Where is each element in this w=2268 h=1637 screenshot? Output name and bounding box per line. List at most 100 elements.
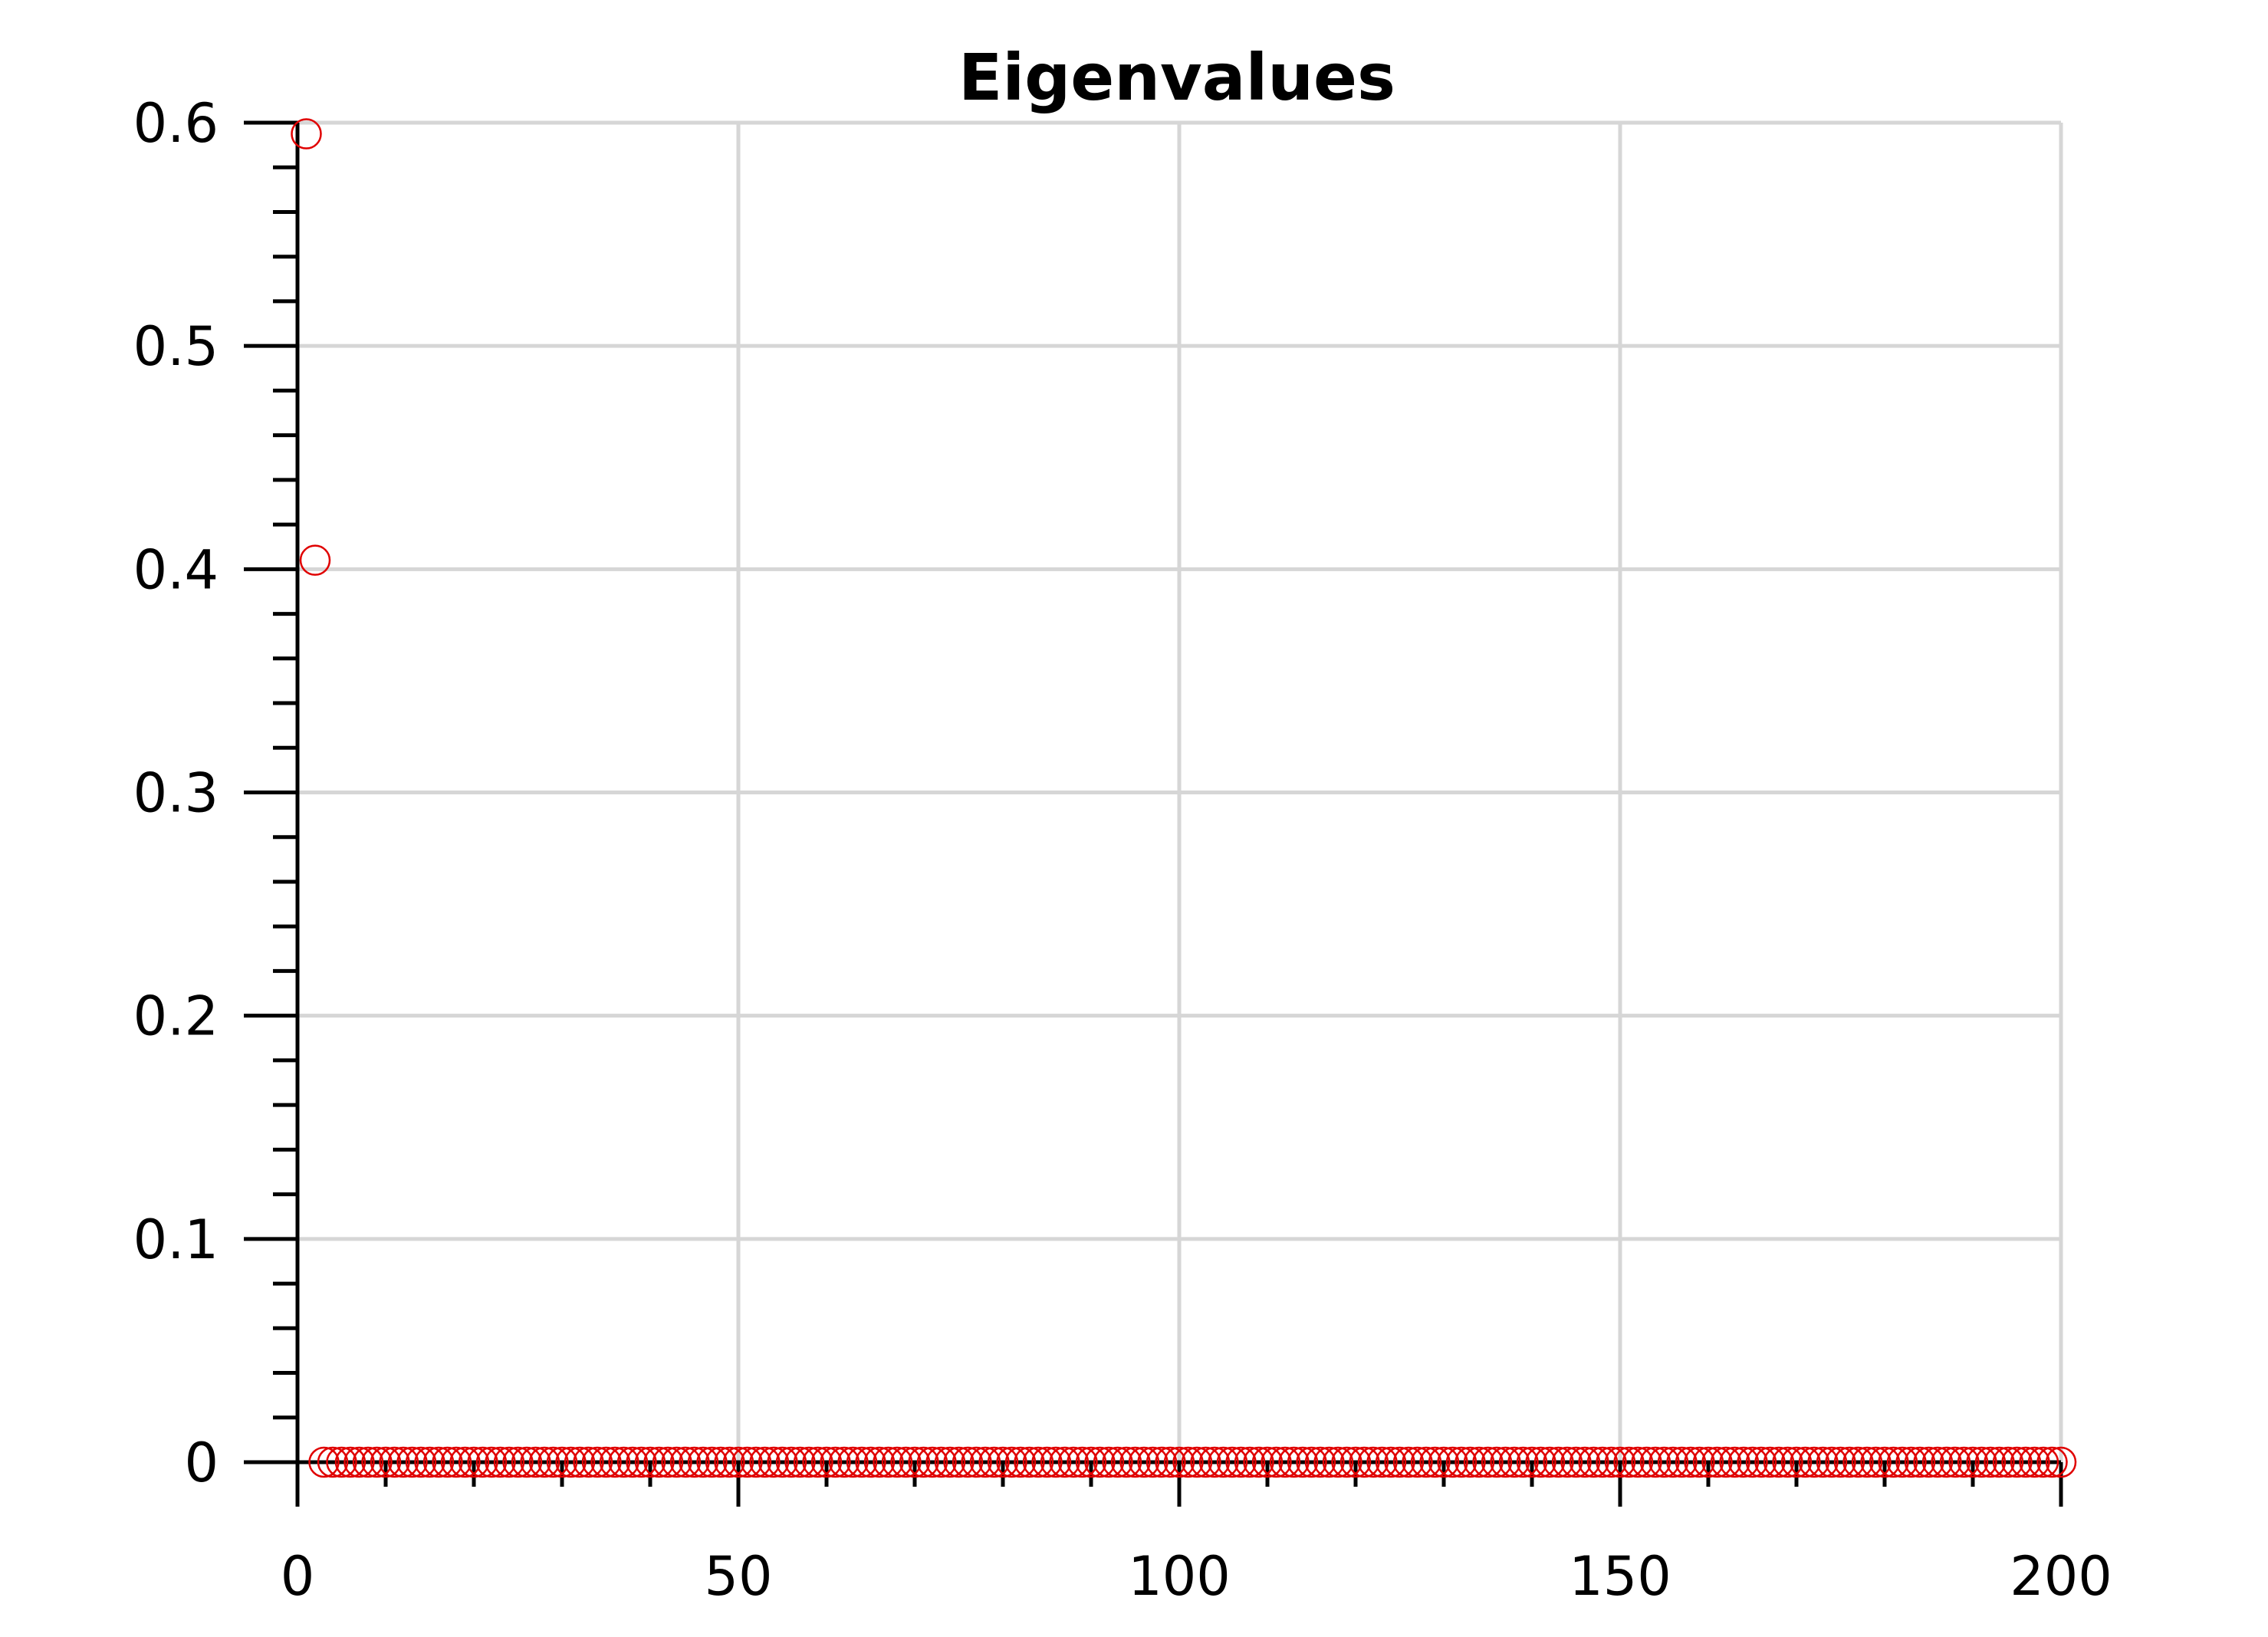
data-point (1586, 1446, 1619, 1478)
data-point (784, 1446, 816, 1478)
data-point (1692, 1446, 1724, 1478)
data-point (820, 1446, 851, 1478)
data-point (1780, 1446, 1813, 1478)
data-point (1146, 1446, 1178, 1478)
data-point (1939, 1446, 1971, 1478)
data-point (679, 1446, 710, 1478)
x-tick-label: 100 (1128, 1545, 1231, 1608)
data-point (855, 1446, 886, 1478)
data-point (493, 1446, 525, 1478)
data-point (396, 1446, 428, 1478)
data-point (1833, 1446, 1865, 1478)
data-point (2001, 1446, 2033, 1478)
data-point (432, 1446, 463, 1478)
data-point (1339, 1446, 1372, 1478)
data-point (1349, 1446, 1380, 1478)
data-point (2010, 1446, 2042, 1478)
data-point (1516, 1446, 1548, 1478)
data-point (1754, 1446, 1786, 1478)
data-point (810, 1446, 843, 1478)
data-point (802, 1446, 833, 1478)
data-point (1004, 1446, 1037, 1478)
data-point (485, 1446, 516, 1478)
data-point (599, 1446, 631, 1478)
data-point (1851, 1446, 1883, 1478)
data-point (1684, 1446, 1715, 1478)
data-point (987, 1446, 1019, 1478)
y-tick-label: 0.2 (133, 985, 219, 1048)
data-point (1569, 1446, 1601, 1478)
data-point (661, 1446, 692, 1478)
data-point (1860, 1446, 1892, 1478)
data-point (952, 1446, 984, 1478)
data-point (308, 1446, 340, 1478)
data-point (1578, 1446, 1609, 1478)
data-point (899, 1446, 931, 1478)
data-point (1057, 1446, 1090, 1478)
x-tick-label: 0 (281, 1545, 315, 1608)
y-tick-label: 0.5 (133, 315, 219, 378)
data-point (2036, 1446, 2068, 1478)
x-tick-label: 200 (2010, 1545, 2112, 1608)
data-point (590, 1446, 622, 1478)
data-point (916, 1446, 948, 1478)
data-point (1357, 1446, 1389, 1478)
y-tick-label: 0.6 (133, 92, 219, 155)
data-point (537, 1446, 569, 1478)
data-point (1022, 1446, 1054, 1478)
data-point (1551, 1446, 1583, 1478)
data-point (458, 1446, 490, 1478)
data-point (1014, 1446, 1045, 1478)
data-point (1375, 1446, 1407, 1478)
data-point (1666, 1446, 1698, 1478)
data-point (1631, 1446, 1662, 1478)
data-point (837, 1446, 869, 1478)
data-point (1084, 1446, 1116, 1478)
data-point (1525, 1446, 1556, 1478)
data-point (1155, 1446, 1186, 1478)
data-point (291, 118, 322, 150)
data-point (379, 1446, 410, 1478)
data-point (1137, 1446, 1169, 1478)
data-point (520, 1446, 551, 1478)
data-point (1278, 1446, 1310, 1478)
data-point (1842, 1446, 1874, 1478)
data-point (1304, 1446, 1336, 1478)
data-point (1102, 1446, 1133, 1478)
data-point (1093, 1446, 1125, 1478)
data-point (511, 1446, 543, 1478)
data-point (1234, 1446, 1266, 1478)
data-point (890, 1446, 922, 1478)
data-point (978, 1446, 1010, 1478)
data-point (449, 1446, 481, 1478)
data-point (361, 1446, 393, 1478)
data-point (317, 1446, 349, 1478)
data-point (1410, 1446, 1442, 1478)
data-point (1419, 1446, 1451, 1478)
data-point (1190, 1446, 1221, 1478)
data-point (581, 1446, 613, 1478)
data-point (1119, 1446, 1151, 1478)
data-point (934, 1446, 966, 1478)
data-point (1163, 1446, 1195, 1478)
data-point (1543, 1446, 1574, 1478)
data-point (2027, 1446, 2059, 1478)
data-point (1208, 1446, 1239, 1478)
data-point (1560, 1446, 1592, 1478)
data-point (440, 1446, 472, 1478)
data-point (1816, 1446, 1848, 1478)
data-point (1128, 1446, 1160, 1478)
data-point (1322, 1446, 1354, 1478)
data-point (608, 1446, 639, 1478)
data-point (643, 1446, 675, 1478)
data-point (422, 1446, 455, 1478)
data-point (1331, 1446, 1362, 1478)
data-point (1445, 1446, 1477, 1478)
data-point (749, 1446, 781, 1478)
data-point (1763, 1446, 1795, 1478)
data-point (564, 1446, 596, 1478)
axis-tick-labels: 0 50 100 150 200 0 0.1 0.2 0.3 0.4 0.5 0.6 (133, 92, 2112, 1608)
data-point (299, 544, 331, 576)
data-point (634, 1446, 666, 1478)
